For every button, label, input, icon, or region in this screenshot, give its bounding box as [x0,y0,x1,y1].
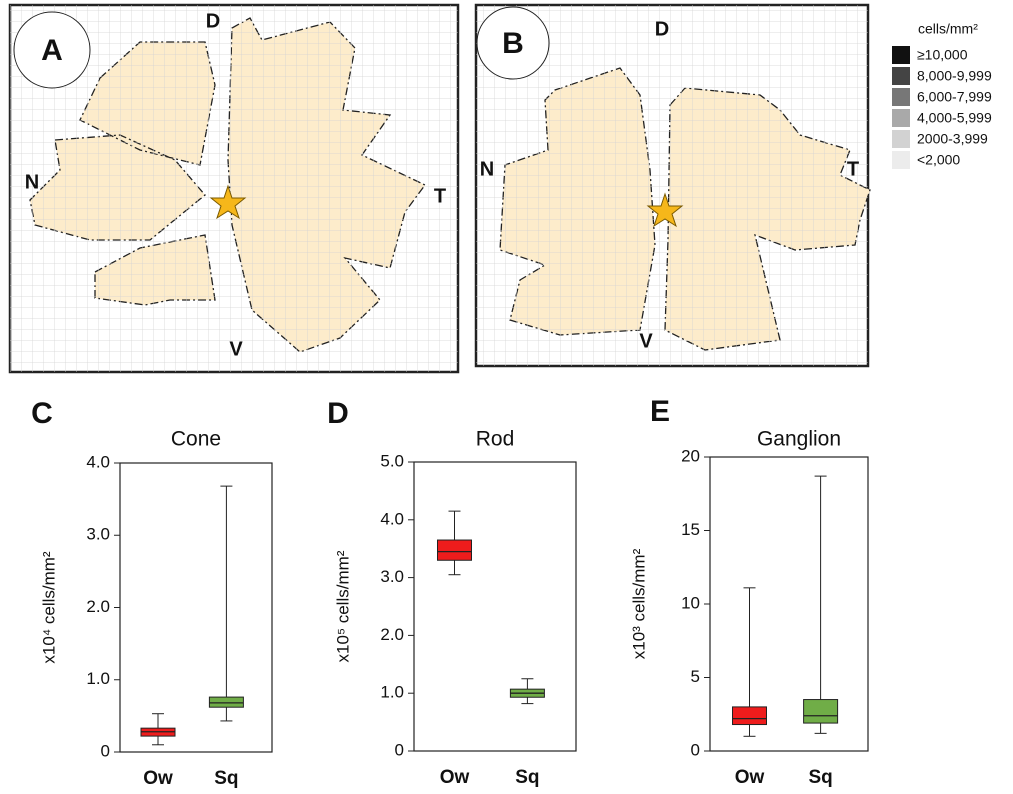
legend-label: 6,000-7,999 [917,89,992,105]
box [733,707,767,725]
legend-swatch [892,109,910,127]
orientation-label: V [639,330,653,352]
y-tick-label: 2.0 [86,597,110,616]
orientation-label: D [655,18,669,40]
y-tick-label: 0 [395,740,404,759]
legend-label: ≥10,000 [917,47,968,63]
orientation-label: T [434,185,446,207]
orientation-label: V [229,338,243,360]
orientation-label: N [480,158,494,180]
box [804,700,838,724]
y-tick-label: 3.0 [86,525,110,544]
x-tick-label: Ow [735,767,765,788]
x-tick-label: Sq [808,767,832,788]
y-tick-label: 10 [681,593,700,612]
y-axis-label: x10⁵ cells/mm² [333,550,352,662]
orientation-label: D [206,10,220,32]
map-b: B D N T V [476,5,870,366]
y-tick-label: 0 [101,741,110,760]
panel-label: A [41,34,63,67]
legend: cells/mm² ≥10,000 8,000-9,999 6,000-7,999 4… [892,21,992,169]
legend-swatch [892,130,910,148]
y-tick-label: 4.0 [86,452,110,471]
x-tick-label: Ow [143,768,173,789]
chart-title: Rod [476,428,515,451]
figure: A D N T V B D N T V cells/mm² ≥10,000 8,0… [0,0,1013,794]
legend-swatch [892,151,910,169]
y-tick-label: 1.0 [86,669,110,688]
y-axis-label: x10⁴ cells/mm² [39,551,58,663]
legend-label: 4,000-5,999 [917,110,992,126]
legend-swatch [892,67,910,85]
y-tick-label: 15 [681,520,700,539]
orientation-label: T [847,158,859,180]
orientation-label: N [25,171,39,193]
map-a: A D N T V [10,5,458,372]
box [209,697,243,707]
x-tick-label: Ow [440,767,470,788]
y-tick-label: 4.0 [380,509,404,528]
box [438,540,472,560]
y-tick-label: 2.0 [380,625,404,644]
panel-label: B [502,27,524,60]
legend-label: 8,000-9,999 [917,68,992,84]
x-tick-label: Sq [515,767,539,788]
y-tick-label: 20 [681,446,700,465]
y-tick-label: 3.0 [380,567,404,586]
legend-label: <2,000 [917,152,960,168]
y-tick-label: 5 [691,667,700,686]
chart-title: Cone [171,428,221,451]
y-axis-label: x10³ cells/mm² [629,548,648,659]
panel-label: C [31,397,53,430]
x-tick-label: Sq [214,768,238,789]
legend-swatch [892,88,910,106]
chart-title: Ganglion [757,428,841,451]
y-tick-label: 5.0 [380,451,404,470]
y-tick-label: 1.0 [380,683,404,702]
legend-swatch [892,46,910,64]
plot-frame [120,463,272,752]
plot-frame [414,462,576,751]
y-tick-label: 0 [691,740,700,759]
panel-label: D [327,397,349,430]
panel-label: E [650,395,670,428]
legend-label: 2000-3,999 [917,131,988,147]
legend-title: cells/mm² [918,21,978,37]
